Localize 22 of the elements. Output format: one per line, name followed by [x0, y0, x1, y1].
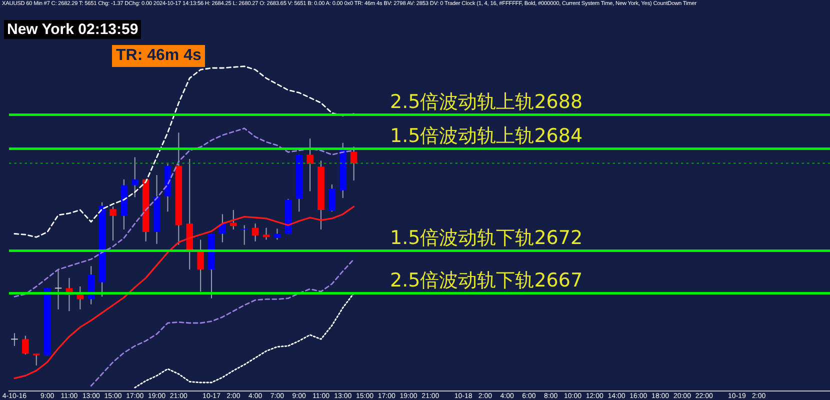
- candlestick: [350, 146, 358, 181]
- candlestick: [252, 223, 259, 242]
- candlestick: [32, 353, 40, 366]
- candlestick: [110, 206, 116, 242]
- candlestick: [230, 209, 237, 230]
- ref-line-label: 2.5倍波动轨上轨2688: [390, 91, 583, 114]
- ref-line-label: 1.5倍波动轨下轨2672: [390, 227, 583, 250]
- candlestick: [328, 184, 336, 212]
- candlestick: [10, 332, 18, 346]
- candlestick: [240, 224, 248, 246]
- ref-line-label: 2.5倍波动轨下轨2667: [390, 270, 583, 292]
- candlestick: [274, 228, 281, 240]
- ref-line-label: 1.5倍波动轨上轨2684: [390, 125, 583, 148]
- candlestick: [22, 335, 29, 355]
- candlestick: [54, 268, 62, 310]
- candlestick: [131, 156, 138, 198]
- candlestick: [262, 227, 270, 240]
- candlestick: [197, 239, 204, 292]
- candlestick: [219, 214, 226, 243]
- annotation: TR: 46m 4s: [112, 45, 206, 67]
- candlestick: [306, 138, 314, 192]
- annotation: New York 02:13:59: [4, 20, 142, 39]
